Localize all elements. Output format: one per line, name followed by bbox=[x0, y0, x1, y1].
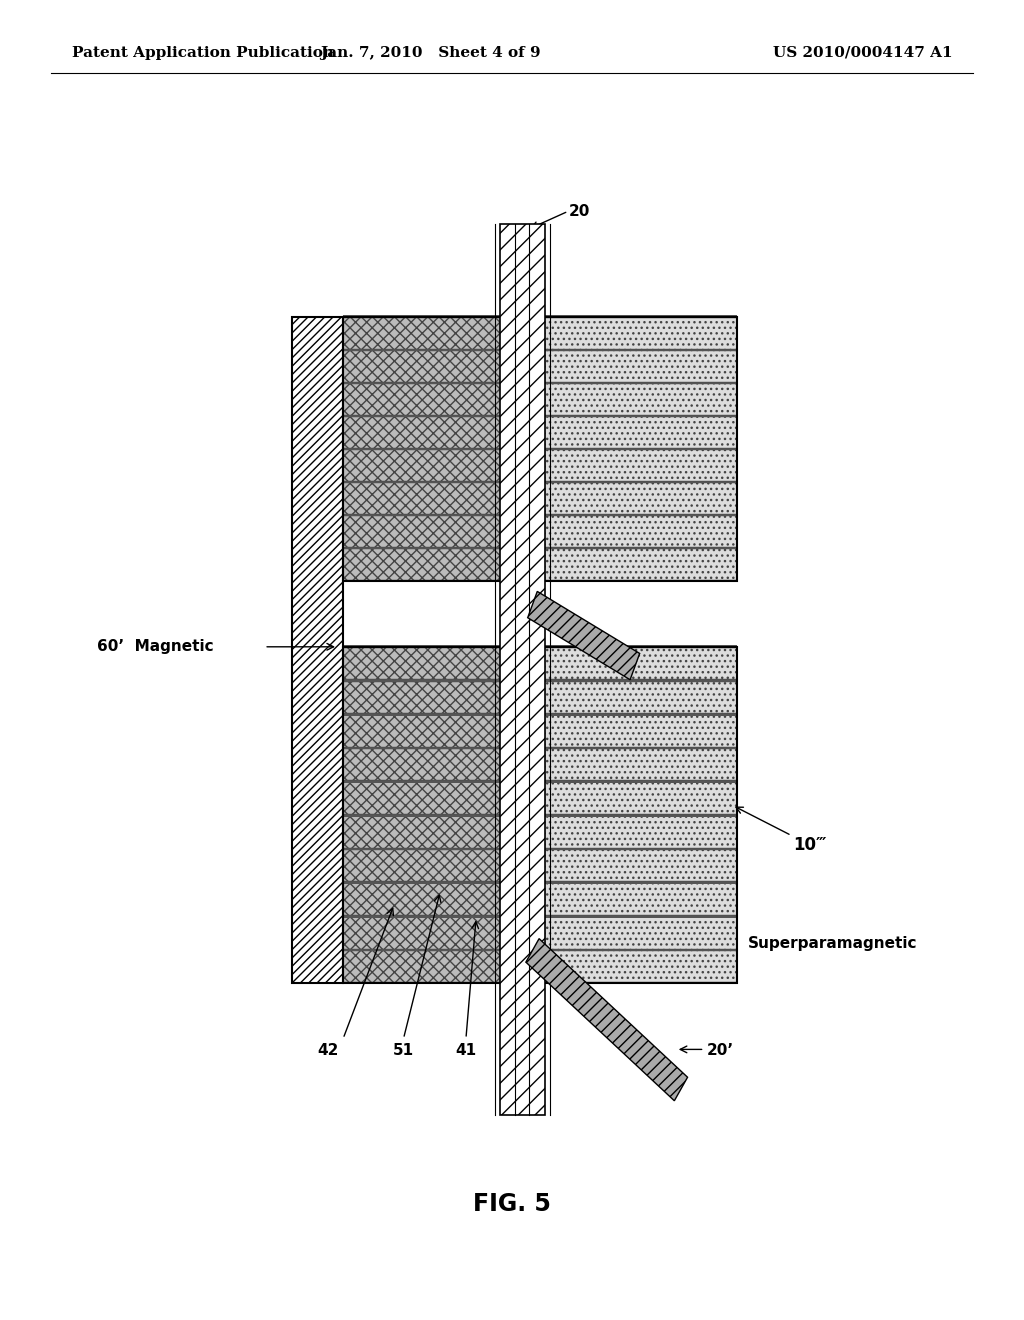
Bar bbox=[500, 224, 545, 1115]
Text: Jan. 7, 2010   Sheet 4 of 9: Jan. 7, 2010 Sheet 4 of 9 bbox=[319, 46, 541, 59]
Text: 41: 41 bbox=[456, 1043, 476, 1057]
Bar bbox=[343, 648, 500, 680]
Bar bbox=[545, 715, 737, 747]
Bar bbox=[343, 348, 737, 351]
Bar bbox=[343, 915, 737, 917]
Bar bbox=[343, 681, 500, 713]
Bar bbox=[343, 381, 737, 384]
Polygon shape bbox=[527, 591, 640, 680]
Bar bbox=[343, 480, 737, 483]
Bar bbox=[343, 546, 737, 549]
Bar bbox=[343, 780, 737, 783]
Bar bbox=[545, 450, 737, 480]
Bar bbox=[545, 816, 737, 847]
Bar bbox=[545, 384, 737, 414]
Bar bbox=[343, 318, 500, 348]
Bar bbox=[343, 417, 500, 447]
Text: 60’  Magnetic: 60’ Magnetic bbox=[97, 639, 214, 655]
Bar bbox=[343, 816, 500, 847]
Text: 42: 42 bbox=[317, 1043, 338, 1057]
Bar bbox=[292, 317, 343, 983]
Bar bbox=[343, 783, 500, 814]
Bar bbox=[343, 317, 737, 581]
Bar bbox=[343, 847, 737, 850]
Bar bbox=[343, 813, 737, 817]
Bar bbox=[545, 417, 737, 447]
Text: US 2010/0004147 A1: US 2010/0004147 A1 bbox=[773, 46, 952, 59]
Bar bbox=[545, 318, 737, 348]
Bar bbox=[343, 549, 500, 579]
Bar bbox=[343, 748, 500, 780]
Text: 20’: 20’ bbox=[707, 1043, 733, 1057]
Bar bbox=[343, 647, 737, 983]
Bar bbox=[343, 850, 500, 882]
Bar bbox=[545, 681, 737, 713]
Bar bbox=[343, 414, 737, 417]
Text: FIG. 5: FIG. 5 bbox=[473, 1192, 551, 1216]
Bar bbox=[545, 783, 737, 814]
Bar bbox=[545, 850, 737, 882]
Bar bbox=[545, 516, 737, 546]
Bar bbox=[343, 917, 500, 949]
Bar bbox=[545, 648, 737, 680]
Bar bbox=[343, 384, 500, 414]
Bar bbox=[343, 746, 737, 750]
Bar bbox=[545, 748, 737, 780]
Bar bbox=[545, 883, 737, 915]
Bar bbox=[343, 315, 737, 318]
Bar bbox=[343, 450, 500, 480]
Text: Superparamagnetic: Superparamagnetic bbox=[748, 936, 918, 952]
Bar bbox=[343, 880, 737, 884]
Bar bbox=[343, 483, 500, 513]
Bar bbox=[343, 645, 737, 648]
Bar bbox=[343, 948, 737, 952]
Bar bbox=[343, 447, 737, 450]
Text: 10‴: 10‴ bbox=[794, 836, 827, 854]
Bar bbox=[343, 713, 737, 715]
Bar bbox=[343, 950, 500, 982]
Bar bbox=[343, 883, 500, 915]
Bar bbox=[545, 950, 737, 982]
Bar bbox=[343, 513, 737, 516]
Polygon shape bbox=[526, 939, 687, 1101]
Text: Patent Application Publication: Patent Application Publication bbox=[72, 46, 334, 59]
Text: 20: 20 bbox=[568, 203, 590, 219]
Bar bbox=[545, 351, 737, 381]
Bar bbox=[343, 516, 500, 546]
Bar bbox=[343, 678, 737, 682]
Bar bbox=[343, 715, 500, 747]
Bar bbox=[545, 549, 737, 579]
Bar bbox=[545, 917, 737, 949]
Text: 51: 51 bbox=[393, 1043, 414, 1057]
Bar bbox=[545, 483, 737, 513]
Bar bbox=[343, 351, 500, 381]
